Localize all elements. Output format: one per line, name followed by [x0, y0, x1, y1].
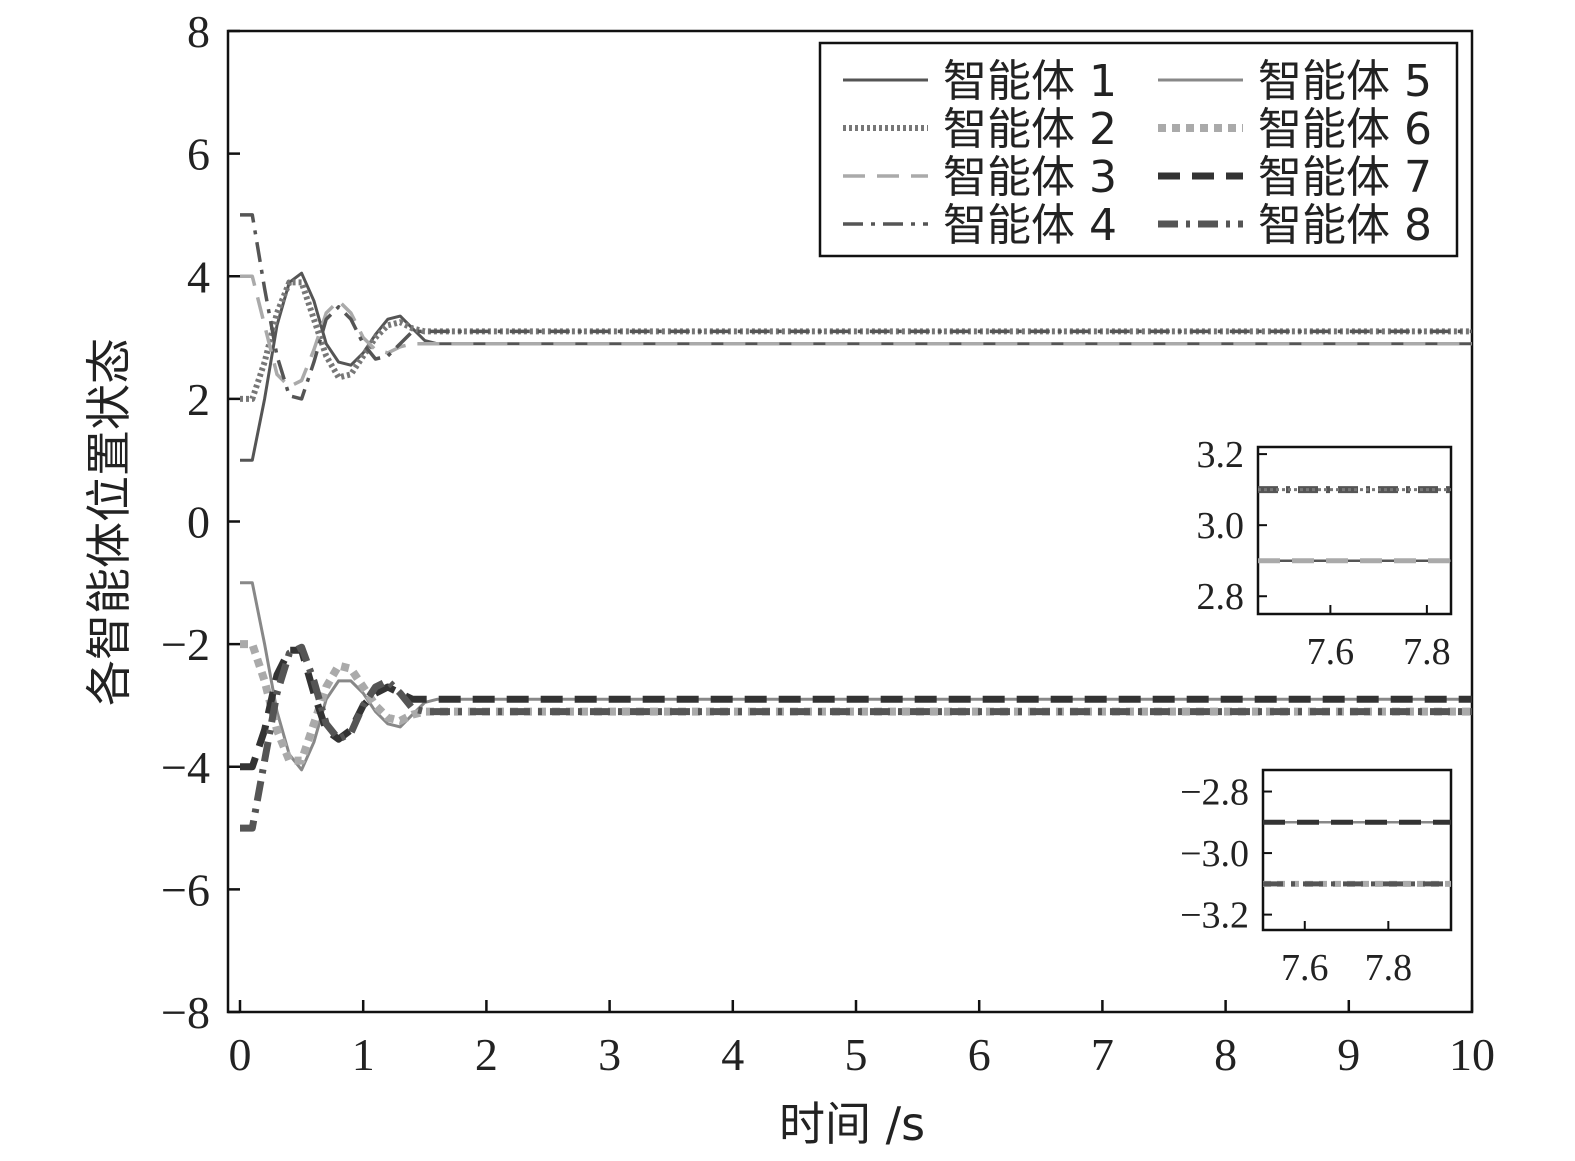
- inset-frame: [1256, 445, 1453, 616]
- x-tick-label: 9: [1337, 1029, 1360, 1080]
- inset-y-tick-label: −3.2: [1180, 895, 1249, 937]
- legend-label-1: 智能体 1: [943, 56, 1117, 107]
- x-tick-label: 5: [845, 1029, 868, 1080]
- x-tick-label: 1: [352, 1029, 375, 1080]
- series-line-6: [240, 640, 1472, 765]
- x-tick-label: 8: [1214, 1029, 1237, 1080]
- y-tick-label: 8: [187, 6, 210, 57]
- x-tick-label: 6: [968, 1029, 991, 1080]
- inset-y-tick-label: 2.8: [1197, 576, 1245, 618]
- y-tick-label: −8: [161, 987, 210, 1038]
- x-tick-label: 2: [475, 1029, 498, 1080]
- y-tick-label: 0: [187, 497, 210, 548]
- x-tick-label: 3: [598, 1029, 621, 1080]
- inset-y-tick-label: 3.2: [1197, 434, 1245, 476]
- y-tick-label: 6: [187, 129, 210, 180]
- series-lines: [240, 213, 1472, 832]
- x-tick-label: 7: [1091, 1029, 1114, 1080]
- inset-x-tick-label: 7.8: [1365, 947, 1413, 989]
- legend-label-2: 智能体 2: [943, 104, 1117, 155]
- y-tick-label: 4: [187, 251, 210, 302]
- series-line-8: [240, 643, 1472, 832]
- inset-x-tick-label: 7.6: [1307, 631, 1355, 673]
- inset-y-tick-label: −3.0: [1180, 833, 1249, 875]
- inset-y-tick-label: 3.0: [1197, 505, 1245, 547]
- y-tick-label: −6: [161, 864, 210, 915]
- inset-2: −2.8 −3.0 −3.2 7.6 7.8: [1180, 768, 1453, 989]
- x-tick-label: 10: [1449, 1029, 1495, 1080]
- inset-frame: [1261, 768, 1453, 932]
- series-line-4: [240, 213, 1472, 401]
- zoom-insets: 2.8 3.0 3.2 7.6 7.8 −2.8 −3.0 −3.2 7.6 7.8: [1180, 434, 1453, 989]
- x-axis-label: 时间 /s: [779, 1097, 925, 1151]
- legend-label-5: 智能体 5: [1258, 56, 1432, 107]
- inset-y-tick-label: −2.8: [1180, 772, 1249, 814]
- inset-1: 2.8 3.0 3.2 7.6 7.8: [1197, 434, 1453, 673]
- x-tick-label: 0: [229, 1029, 252, 1080]
- inset-x-tick-label: 7.6: [1281, 947, 1329, 989]
- legend-label-6: 智能体 6: [1258, 104, 1432, 155]
- series-line-3: [240, 274, 1472, 389]
- legend-label-4: 智能体 4: [943, 200, 1117, 251]
- series-line-5: [240, 581, 1472, 772]
- y-tick-label: −4: [161, 742, 210, 793]
- legend-label-8: 智能体 8: [1258, 200, 1432, 251]
- y-tick-label: −2: [161, 619, 210, 670]
- inset-x-tick-label: 7.8: [1403, 631, 1451, 673]
- y-tick-label: 2: [187, 374, 210, 425]
- legend-label-3: 智能体 3: [943, 152, 1117, 203]
- x-tick-label: 4: [721, 1029, 744, 1080]
- legend-label-7: 智能体 7: [1258, 152, 1432, 203]
- main-axes: 0 1 2 3 4 5 6 7 8 9 10 −8 −6 −4 −2 0 2 4 6 8: [161, 6, 1495, 1080]
- y-axis-label: 各智能体位置状态: [82, 338, 136, 706]
